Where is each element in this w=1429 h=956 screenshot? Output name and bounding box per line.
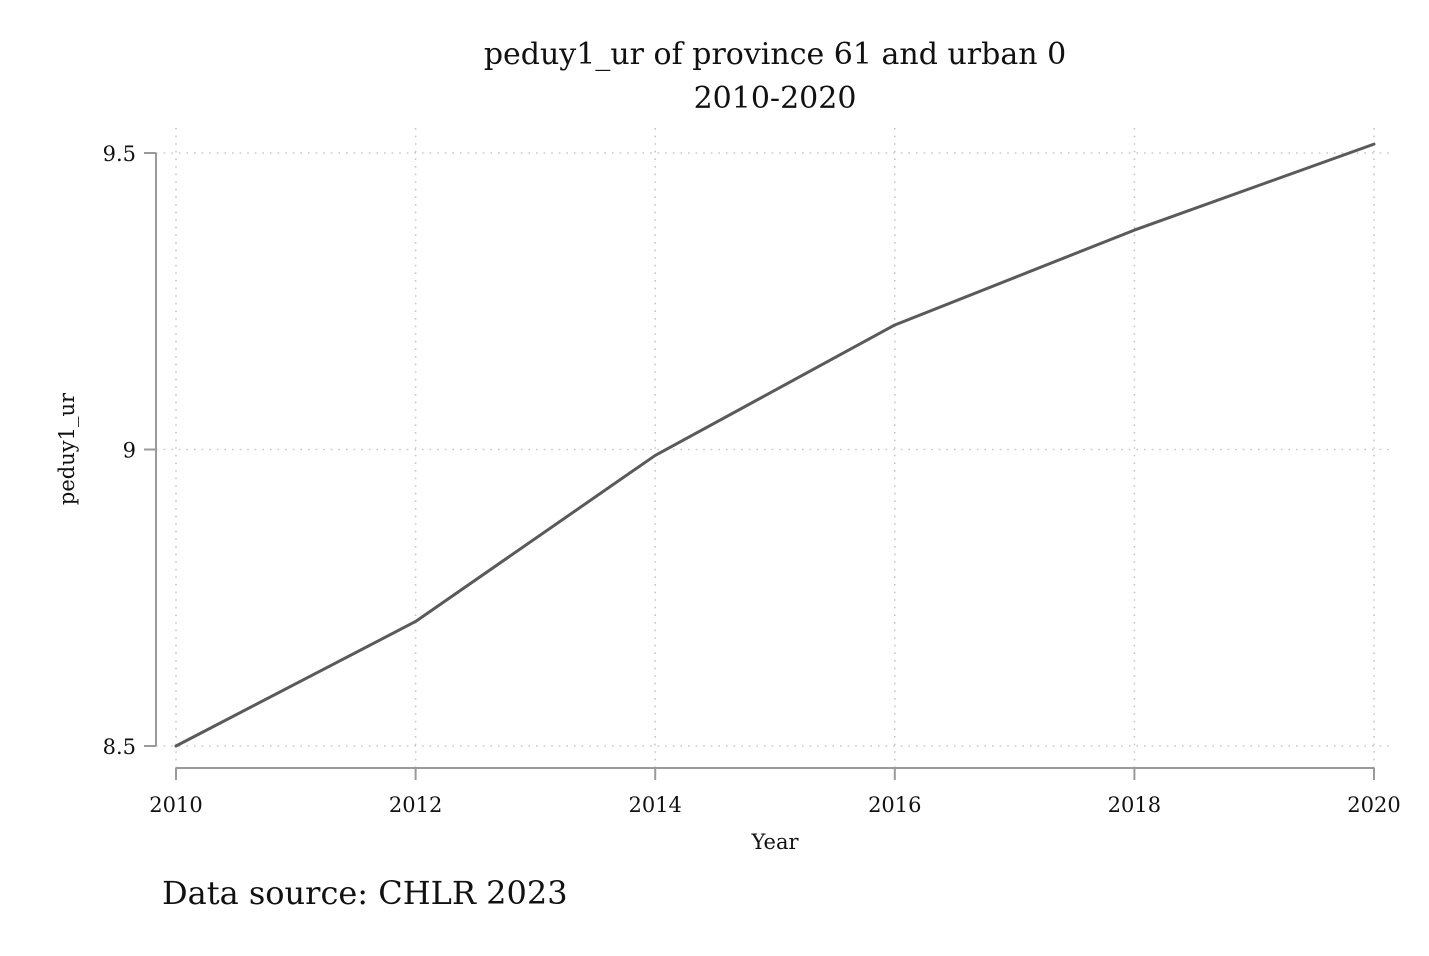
x-axis-label: Year	[750, 830, 799, 854]
x-tick-label: 2016	[868, 793, 921, 817]
x-tick-label: 2020	[1347, 793, 1400, 817]
y-tick-label: 9.5	[103, 142, 136, 166]
x-tick-label: 2012	[389, 793, 442, 817]
x-tick-label: 2018	[1108, 793, 1161, 817]
x-tick-label: 2010	[149, 793, 202, 817]
grid	[156, 128, 1392, 768]
series-line	[174, 142, 1376, 748]
y-tick-label: 9	[123, 439, 136, 463]
y-axis-label: peduy1_ur	[55, 392, 79, 505]
chart-title: peduy1_ur of province 61 and urban 0	[484, 37, 1066, 72]
series-layer	[174, 142, 1376, 748]
axes	[144, 152, 1375, 780]
x-tick-label: 2014	[628, 793, 681, 817]
data-source-note: Data source: CHLR 2023	[162, 874, 568, 912]
tick-labels: 8.5 9 9.5 2010 2012 2014 2016 2018 2020	[103, 142, 1401, 817]
chart-subtitle: 2010-2020	[694, 81, 857, 116]
y-tick-label: 8.5	[103, 735, 136, 759]
